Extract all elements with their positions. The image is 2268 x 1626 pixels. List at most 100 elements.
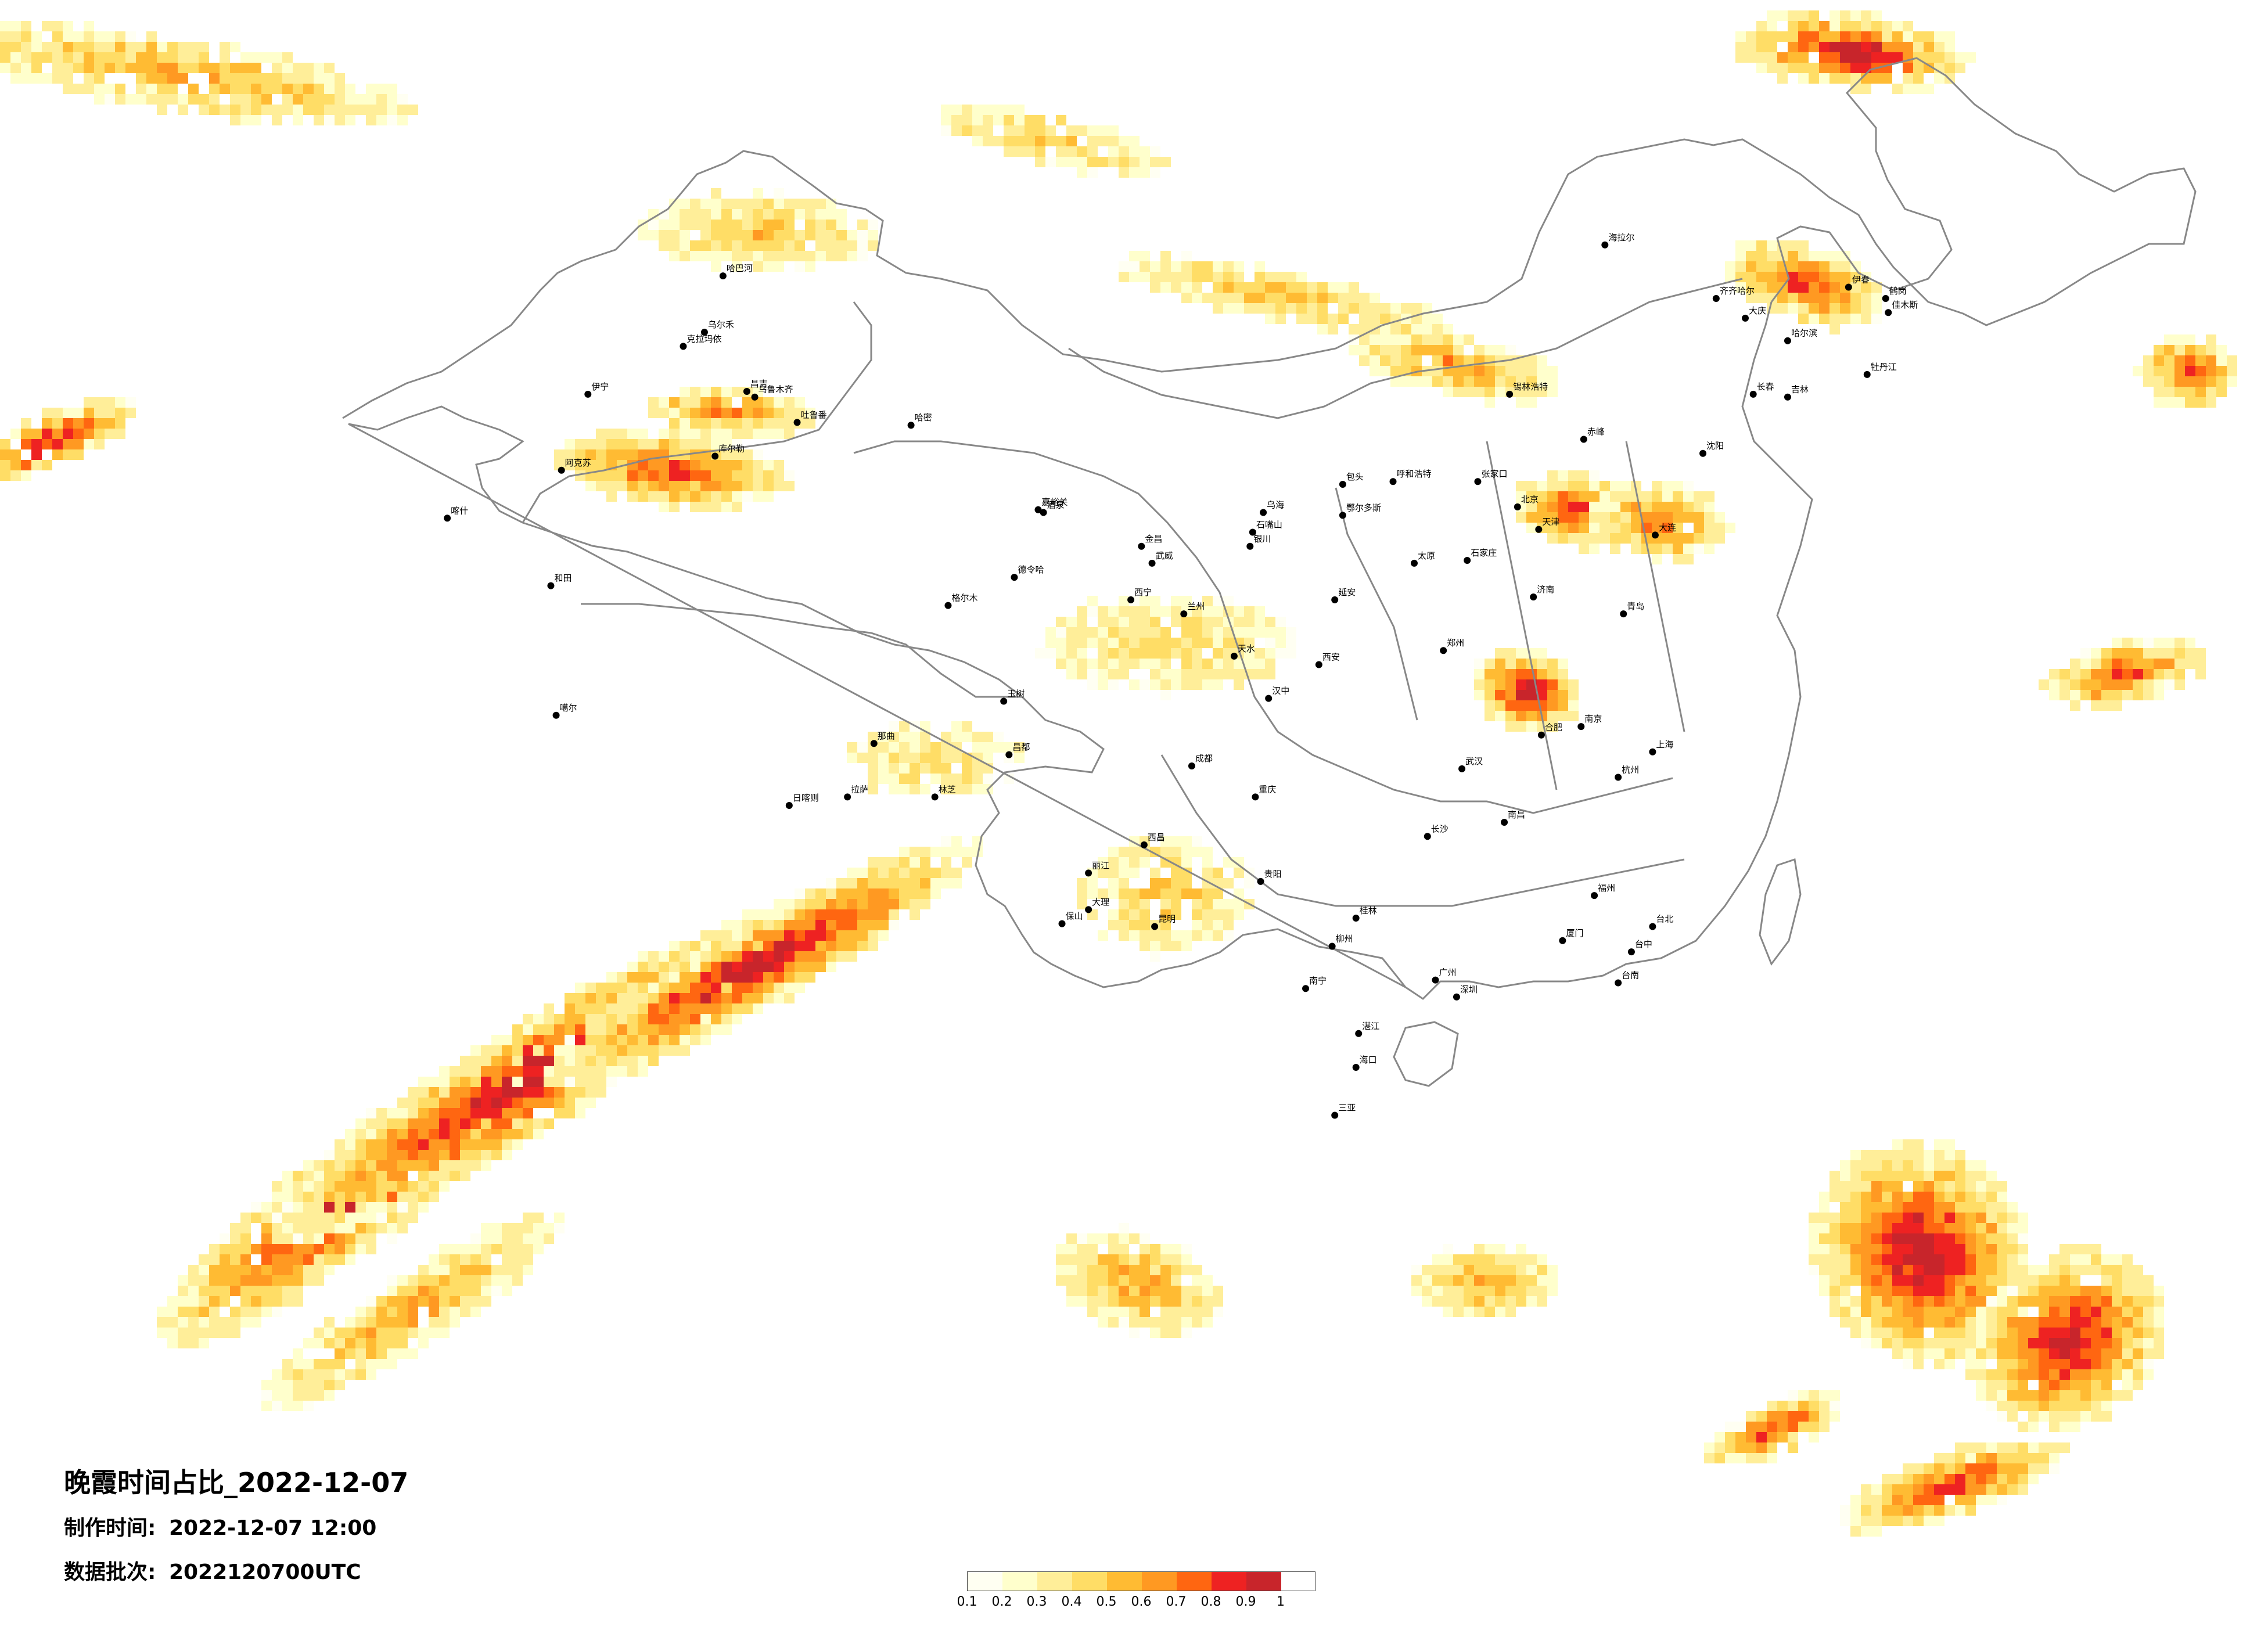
city-label: 海口 xyxy=(1360,1055,1377,1065)
city-dot xyxy=(1601,241,1609,249)
city-dot xyxy=(1580,436,1587,443)
city-dot xyxy=(1649,923,1656,930)
city-marker: 鄂尔多斯 xyxy=(1339,502,1381,519)
city-marker: 德令哈 xyxy=(1011,564,1044,581)
central-borders xyxy=(1160,441,1685,907)
city-dot xyxy=(1699,449,1707,457)
city-dot xyxy=(719,272,727,280)
city-marker: 锡林浩特 xyxy=(1506,382,1548,398)
city-marker: 吉林 xyxy=(1784,384,1809,401)
legend-swatch xyxy=(968,1572,1002,1591)
city-dot xyxy=(1863,370,1871,378)
city-label: 和田 xyxy=(554,573,572,584)
city-label: 昌吉 xyxy=(750,379,768,389)
city-label: 库尔勒 xyxy=(718,444,745,454)
city-dot xyxy=(1339,481,1346,488)
city-dot xyxy=(1188,762,1195,770)
city-label: 成都 xyxy=(1195,753,1213,764)
city-marker: 厦门 xyxy=(1559,928,1583,944)
city-dot xyxy=(1302,985,1310,992)
taiwan xyxy=(1759,858,1802,966)
city-label: 锡林浩特 xyxy=(1513,382,1548,392)
city-dot xyxy=(1040,509,1047,516)
city-dot xyxy=(1885,309,1892,316)
city-marker: 哈巴河 xyxy=(719,263,753,280)
city-label: 赤峰 xyxy=(1587,426,1605,437)
city-dot xyxy=(870,740,878,747)
city-label: 噶尔 xyxy=(560,703,577,713)
city-marker: 伊宁 xyxy=(584,382,609,398)
city-marker: 海拉尔 xyxy=(1601,232,1634,249)
city-marker: 噶尔 xyxy=(552,703,577,719)
city-dot xyxy=(1882,294,1889,302)
city-dot xyxy=(1315,661,1322,668)
city-dot xyxy=(1453,993,1460,1001)
city-marker: 汉中 xyxy=(1265,686,1289,702)
city-label: 银川 xyxy=(1253,534,1271,544)
city-dot xyxy=(1011,574,1018,581)
city-dot xyxy=(793,419,801,426)
city-dot xyxy=(1749,390,1757,398)
city-label: 济南 xyxy=(1537,584,1554,595)
city-label: 乌尔禾 xyxy=(708,319,734,330)
city-label: 吐鲁番 xyxy=(801,409,827,420)
city-dot xyxy=(844,793,851,801)
city-dot xyxy=(1140,841,1148,848)
city-marker: 格尔木 xyxy=(944,593,977,609)
city-marker: 和田 xyxy=(547,573,572,589)
city-label: 深圳 xyxy=(1460,984,1478,995)
made-time-value: 2022-12-07 12:00 xyxy=(168,1516,377,1540)
city-dot xyxy=(931,793,939,801)
city-dot xyxy=(1148,559,1156,567)
city-dot xyxy=(1530,593,1537,601)
city-dot xyxy=(1085,906,1092,913)
city-label: 天水 xyxy=(1238,643,1255,654)
legend-tick-label: 0.6 xyxy=(1131,1595,1152,1609)
city-label: 福州 xyxy=(1598,883,1615,893)
city-marker: 赤峰 xyxy=(1580,426,1605,443)
xinjiang-border xyxy=(522,301,872,523)
city-dot xyxy=(785,801,793,809)
city-dot xyxy=(1180,610,1188,618)
city-marker: 兰州 xyxy=(1180,601,1205,618)
city-marker: 吐鲁番 xyxy=(793,409,827,426)
city-label: 金昌 xyxy=(1145,534,1162,544)
sunset-probability-layer xyxy=(0,10,2237,1537)
city-dot xyxy=(1615,979,1622,987)
city-marker: 库尔勒 xyxy=(711,444,745,460)
city-label: 兰州 xyxy=(1187,601,1205,611)
city-label: 齐齐哈尔 xyxy=(1720,286,1755,296)
city-marker: 湛江 xyxy=(1355,1021,1379,1037)
legend-swatch xyxy=(1002,1572,1037,1591)
city-marker: 哈尔滨 xyxy=(1784,328,1817,344)
city-dot xyxy=(1537,731,1545,739)
city-dot xyxy=(700,329,708,336)
city-label: 大庆 xyxy=(1749,305,1766,316)
city-marker: 乌鲁木齐 xyxy=(751,384,793,401)
legend-swatch xyxy=(1037,1572,1072,1591)
city-dot xyxy=(1464,557,1471,564)
city-dot xyxy=(1151,923,1159,930)
city-dot xyxy=(1352,1064,1360,1071)
city-marker: 昌都 xyxy=(1005,742,1030,758)
city-dot xyxy=(1559,937,1566,944)
city-dot xyxy=(1127,596,1135,603)
city-dot xyxy=(1784,337,1791,344)
city-dot xyxy=(711,452,719,460)
city-label: 长沙 xyxy=(1431,823,1448,834)
city-label: 昌都 xyxy=(1012,742,1030,753)
city-marker: 沈阳 xyxy=(1699,441,1724,457)
city-label: 张家口 xyxy=(1481,469,1507,479)
city-dot xyxy=(1501,819,1508,826)
city-label: 林芝 xyxy=(939,784,956,794)
city-dot xyxy=(1331,1111,1339,1119)
legend-tick-label: 0.1 xyxy=(957,1595,977,1609)
made-time: 制作时间: 2022-12-07 12:00 xyxy=(64,1518,408,1539)
city-dot xyxy=(1339,512,1346,519)
city-label: 湛江 xyxy=(1362,1021,1379,1031)
city-dot xyxy=(1260,509,1267,516)
city-label: 石家庄 xyxy=(1471,548,1497,558)
city-dot xyxy=(1328,942,1336,950)
city-dot xyxy=(1627,948,1635,956)
legend-tick-label: 0.8 xyxy=(1201,1595,1221,1609)
